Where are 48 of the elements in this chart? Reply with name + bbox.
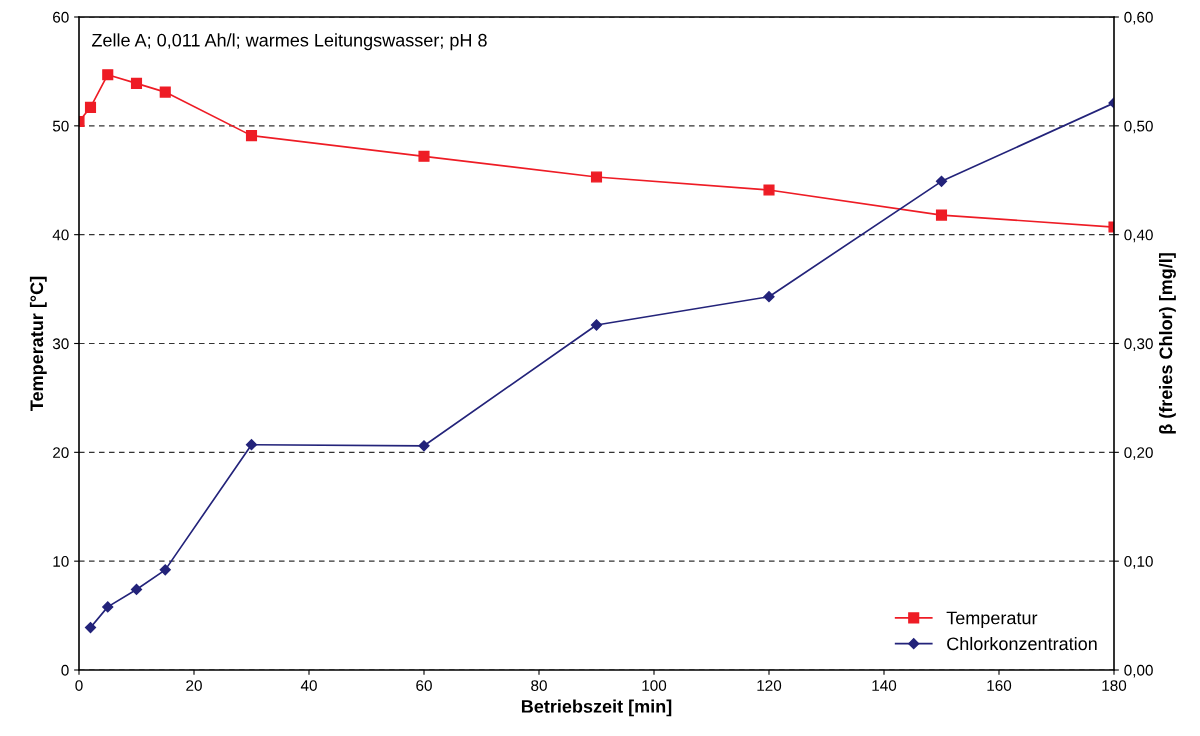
x-tick-label: 100 xyxy=(642,680,667,691)
y-tick-label: 60 xyxy=(53,11,69,23)
x-tick-label: 140 xyxy=(872,680,897,691)
point xyxy=(84,621,97,634)
y-tick-label: 30 xyxy=(52,338,69,350)
x-tick-label: 80 xyxy=(531,680,547,691)
legend-label: Chlorkonzentration xyxy=(947,636,1097,651)
point xyxy=(763,291,775,303)
point xyxy=(130,583,143,596)
legend-label: Temperatur xyxy=(946,611,1038,628)
point xyxy=(590,171,603,183)
point xyxy=(245,439,258,451)
x-tick-label: 0 xyxy=(75,680,83,691)
y2-tick-label: 0,60 xyxy=(1124,11,1153,25)
point xyxy=(418,440,430,452)
y2-tick-label: 0,40 xyxy=(1124,229,1153,243)
point xyxy=(159,86,171,98)
y2-tick-label: 0,20 xyxy=(1124,447,1153,460)
point xyxy=(84,101,97,113)
point xyxy=(935,209,948,221)
x-axis-title: Betriebszeit [min] xyxy=(521,699,672,717)
x-tick-label: 20 xyxy=(186,680,202,691)
y2-tick-label: 0,00 xyxy=(1124,664,1153,678)
point xyxy=(418,150,430,162)
y-tick-label: 50 xyxy=(52,120,69,132)
point xyxy=(130,77,143,89)
point xyxy=(763,184,775,196)
point xyxy=(102,601,114,613)
x-tick-label: 120 xyxy=(757,680,782,691)
y-tick-label: 20 xyxy=(53,447,69,459)
y2-axis-title: β (freies Chlor) [mg/l] xyxy=(1159,253,1176,434)
point xyxy=(245,130,258,142)
x-tick-label: 180 xyxy=(1102,680,1127,691)
y2-tick-label: 0,50 xyxy=(1124,120,1153,134)
point xyxy=(590,319,603,331)
point xyxy=(935,175,948,187)
x-tick-label: 160 xyxy=(987,680,1012,691)
y-tick-label: 40 xyxy=(52,229,69,241)
annotation: Zelle A; 0,011 Ah/l; warmes Leitungswasser; pH 8 xyxy=(91,33,487,51)
point xyxy=(159,564,171,576)
x-tick-label: 40 xyxy=(300,680,317,691)
y-axis-title: Temperatur [°C] xyxy=(29,276,47,411)
x-tick-label: 60 xyxy=(416,680,432,691)
y2-tick-label: 0,10 xyxy=(1124,556,1153,569)
point xyxy=(102,69,114,81)
y-tick-label: 10 xyxy=(53,556,69,567)
y-tick-label: 0 xyxy=(61,664,69,676)
y2-tick-label: 0,30 xyxy=(1124,338,1153,351)
